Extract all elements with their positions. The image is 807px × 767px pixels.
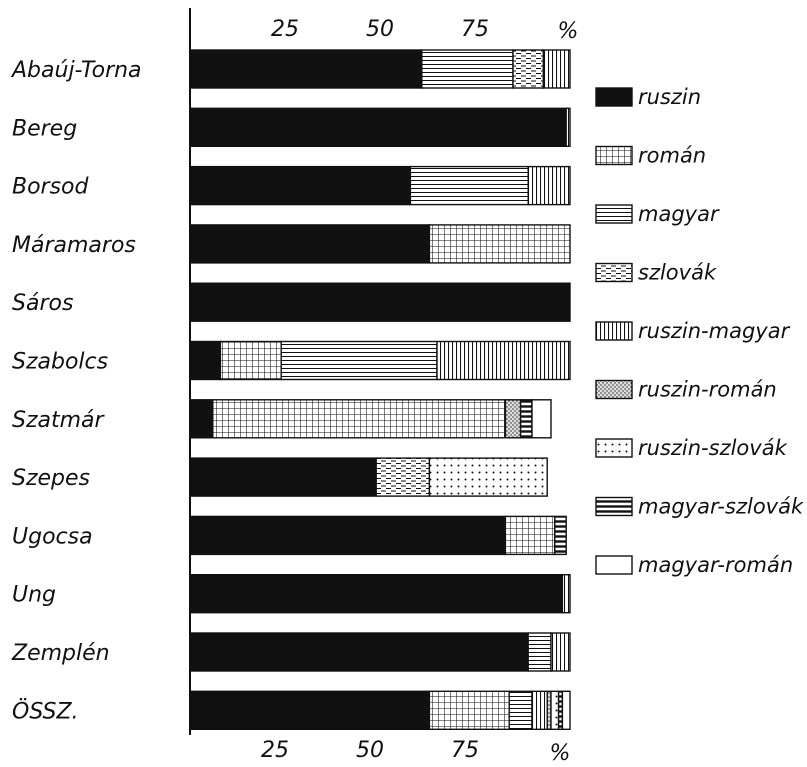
bar-segment-ruszin	[189, 224, 431, 264]
legend-label: ruszin-szlovák	[638, 436, 788, 460]
category-label: Szabolcs	[12, 350, 108, 375]
bar-segment-ruszin	[189, 457, 377, 497]
bar-segment-ruszin-magyar	[542, 49, 571, 89]
bar-segment-ruszin-magyar	[531, 690, 548, 730]
legend-label: ruszin-román	[638, 378, 777, 402]
bar-segment-ruszin	[189, 49, 423, 89]
bar-segment-ruszin	[189, 165, 412, 206]
bar-segment-ruszin	[189, 107, 567, 148]
bar-segment-magyar	[409, 165, 529, 206]
bar-segment-ruszin	[189, 690, 431, 730]
bar-segment-szlovák	[512, 49, 545, 89]
bar-segment-ruszin	[189, 282, 571, 322]
x-tick-label-top: 25	[271, 17, 299, 42]
x-unit-label-top: %	[558, 19, 579, 44]
category-label: Zemplén	[11, 641, 110, 666]
bar-segment-ruszin	[189, 632, 529, 672]
x-tick-label-bottom: 50	[356, 738, 384, 763]
bar-segment-ruszin-román	[504, 399, 522, 439]
x-tick-label-bottom: 75	[451, 738, 479, 763]
bar-segment-ruszin	[189, 574, 564, 614]
bar-segment-ruszin	[189, 515, 507, 556]
bar-segment-román	[504, 515, 556, 556]
bar-segment-magyar-román	[531, 399, 552, 439]
category-label: Abaúj-Torna	[10, 58, 142, 83]
category-label: Ugocsa	[12, 524, 93, 549]
category-label: Szatmár	[12, 408, 106, 433]
x-tick-label-top: 75	[461, 17, 489, 42]
x-tick-label-bottom: 25	[261, 738, 289, 763]
category-label: Ung	[12, 583, 56, 608]
legend-label: román	[638, 144, 706, 168]
legend-label: magyar	[638, 202, 720, 226]
bar-segment-ruszin-magyar	[561, 574, 571, 614]
bar-segment-magyar	[280, 340, 438, 381]
legend-swatch-ruszin-román	[595, 379, 633, 400]
legend-label: ruszin-magyar	[638, 319, 791, 343]
legend-label: szlovák	[638, 261, 717, 285]
legend-swatch-ruszin-magyar	[595, 321, 633, 341]
category-label: Szepes	[12, 466, 90, 491]
legend-swatch-magyar-szlovák	[595, 496, 633, 517]
bar-segment-magyar	[508, 690, 533, 730]
category-label: Borsod	[12, 175, 90, 200]
bar-segment-román	[428, 690, 510, 730]
bar-segment-ruszin-magyar	[565, 107, 571, 148]
bar-segment-magyar-szlovák	[519, 399, 533, 439]
category-label: Máramaros	[12, 233, 136, 258]
x-tick-label-top: 50	[366, 17, 394, 42]
legend-label: ruszin	[638, 85, 701, 109]
bar-segment-ruszin-magyar	[436, 340, 571, 381]
legend-swatch-magyar	[595, 204, 633, 224]
bar-segment-magyar	[527, 632, 552, 672]
bar-segment-román	[212, 399, 507, 439]
legend-label: magyar-szlovák	[638, 495, 804, 519]
category-label: Sáros	[12, 291, 73, 316]
bar-segment-ruszin-magyar	[527, 165, 571, 206]
bar-segment-magyar	[421, 49, 514, 89]
legend-swatch-szlovák	[595, 262, 633, 283]
bar-segment-ruszin	[189, 340, 222, 381]
legend-swatch-román	[595, 145, 633, 166]
category-label: ÖSSZ.	[12, 698, 79, 724]
legend-swatch-ruszin	[595, 87, 633, 107]
bar-segment-ruszin-szlovák	[428, 457, 548, 497]
x-unit-label-bottom: %	[550, 741, 571, 766]
bar-segment-magyar-szlovák	[554, 515, 567, 556]
bar-segment-szlovák	[375, 457, 431, 497]
legend-label: magyar-román	[638, 553, 793, 577]
bar-segment-ruszin	[189, 399, 214, 439]
bar-segment-ruszin-magyar	[550, 632, 571, 672]
legend-swatch-magyar-román	[595, 555, 633, 575]
category-label: Bereg	[12, 116, 77, 141]
legend-swatch-ruszin-szlovák	[595, 438, 633, 458]
bar-segment-román	[428, 224, 571, 264]
bar-segment-ruszin-szlovák	[550, 690, 560, 730]
bar-segment-magyar-román	[561, 690, 571, 730]
bar-segment-román	[219, 340, 282, 381]
